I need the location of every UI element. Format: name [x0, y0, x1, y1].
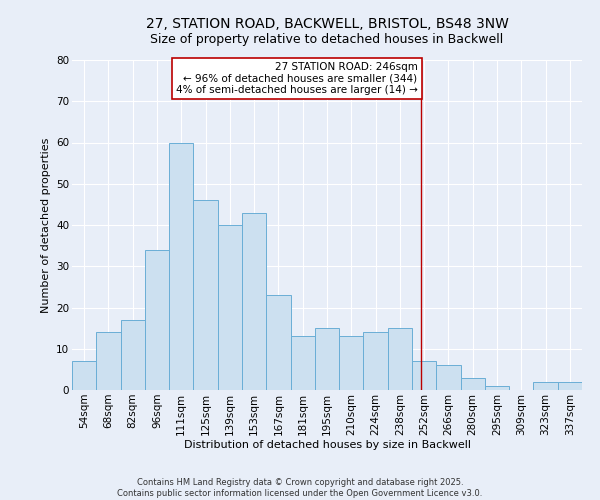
Bar: [266, 295, 290, 390]
Bar: [364, 332, 388, 390]
Bar: [412, 361, 436, 390]
Bar: [290, 336, 315, 390]
Y-axis label: Number of detached properties: Number of detached properties: [41, 138, 50, 312]
Bar: [388, 328, 412, 390]
X-axis label: Distribution of detached houses by size in Backwell: Distribution of detached houses by size …: [184, 440, 470, 450]
Bar: [533, 382, 558, 390]
Text: 27 STATION ROAD: 246sqm
← 96% of detached houses are smaller (344)
4% of semi-de: 27 STATION ROAD: 246sqm ← 96% of detache…: [176, 62, 418, 96]
Text: Contains HM Land Registry data © Crown copyright and database right 2025.
Contai: Contains HM Land Registry data © Crown c…: [118, 478, 482, 498]
Bar: [339, 336, 364, 390]
Bar: [436, 365, 461, 390]
Bar: [96, 332, 121, 390]
Bar: [315, 328, 339, 390]
Bar: [461, 378, 485, 390]
Bar: [145, 250, 169, 390]
Bar: [72, 361, 96, 390]
Bar: [121, 320, 145, 390]
Text: Size of property relative to detached houses in Backwell: Size of property relative to detached ho…: [151, 32, 503, 46]
Bar: [169, 142, 193, 390]
Bar: [242, 212, 266, 390]
Bar: [558, 382, 582, 390]
Bar: [218, 225, 242, 390]
Bar: [485, 386, 509, 390]
Bar: [193, 200, 218, 390]
Text: 27, STATION ROAD, BACKWELL, BRISTOL, BS48 3NW: 27, STATION ROAD, BACKWELL, BRISTOL, BS4…: [146, 18, 508, 32]
